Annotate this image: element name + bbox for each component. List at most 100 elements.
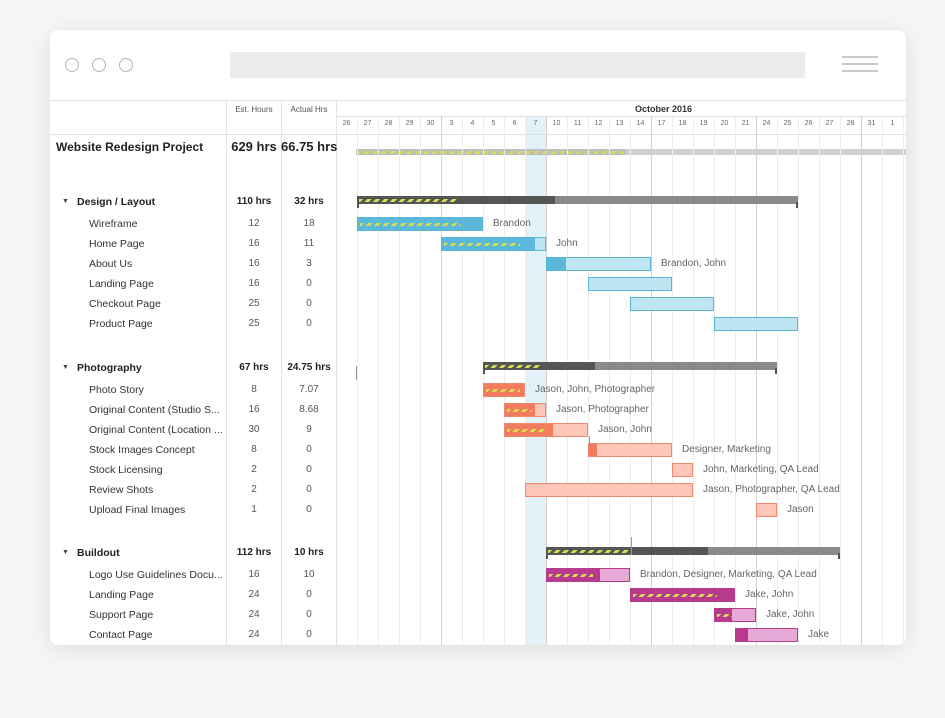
dependency-connector <box>589 436 590 454</box>
task-bar[interactable] <box>714 317 798 331</box>
project-name[interactable]: Website Redesign Project <box>56 140 204 154</box>
task-assignee: Brandon, John <box>661 258 727 269</box>
day-label: 12 <box>594 120 603 127</box>
task-bar[interactable] <box>756 503 777 517</box>
task-actual-hours: 0 <box>306 318 312 329</box>
task-name[interactable]: Original Content (Studio S... <box>89 404 220 416</box>
task-est-hours: 25 <box>248 318 260 329</box>
day-label: 14 <box>636 120 645 127</box>
task-bar[interactable] <box>483 383 525 397</box>
day-label: 21 <box>741 120 750 127</box>
task-actual-hours: 11 <box>303 238 315 249</box>
task-name[interactable]: Upload Final Images <box>89 504 186 516</box>
task-actual-hours: 0 <box>306 464 312 475</box>
collapse-toggle-icon[interactable]: ▼ <box>62 549 69 556</box>
task-bar[interactable] <box>588 277 672 291</box>
task-bar[interactable] <box>630 588 735 602</box>
task-name[interactable]: Photo Story <box>89 384 144 396</box>
task-assignee: Brandon <box>493 218 531 229</box>
day-label: 4 <box>470 120 475 127</box>
task-name[interactable]: Logo Use Guidelines Docu... <box>89 569 223 581</box>
task-name[interactable]: Checkout Page <box>89 298 161 310</box>
task-assignee: John <box>556 238 578 249</box>
task-est-hours: 1 <box>251 504 257 515</box>
task-actual-hours: 0 <box>306 444 312 455</box>
day-label: 18 <box>678 120 687 127</box>
task-est-hours: 2 <box>251 464 257 475</box>
task-actual-hours: 0 <box>306 629 312 640</box>
task-est-hours: 16 <box>248 569 260 580</box>
task-name[interactable]: Review Shots <box>89 484 154 496</box>
day-label: 29 <box>405 120 414 127</box>
group-name[interactable]: Design / Layout <box>77 196 156 208</box>
day-label: 13 <box>615 120 624 127</box>
day-label: 31 <box>867 120 876 127</box>
est-hours-header[interactable]: Est. Hours <box>235 105 273 114</box>
collapse-toggle-icon[interactable]: ▼ <box>62 364 69 371</box>
task-actual-hours: 8.68 <box>299 404 319 415</box>
task-est-hours: 24 <box>248 609 260 620</box>
task-est-hours: 16 <box>248 258 260 269</box>
window-close-dot[interactable] <box>65 58 79 72</box>
window-minimize-dot[interactable] <box>92 58 106 72</box>
day-label: 5 <box>491 120 496 127</box>
task-est-hours: 24 <box>248 589 260 600</box>
task-assignee: Jason, John, Photographer <box>535 384 656 395</box>
task-est-hours: 8 <box>251 384 257 395</box>
task-name[interactable]: Original Content (Location ... <box>89 424 223 436</box>
task-name[interactable]: About Us <box>89 258 133 270</box>
collapse-toggle-icon[interactable]: ▼ <box>62 198 69 205</box>
group-summary-bar[interactable] <box>546 547 840 559</box>
task-name[interactable]: Support Page <box>89 609 154 621</box>
day-label: 17 <box>657 120 666 127</box>
task-bar[interactable] <box>504 423 588 437</box>
task-assignee: Jason, John <box>598 424 652 435</box>
day-label: 28 <box>846 120 855 127</box>
day-label: 25 <box>783 120 792 127</box>
task-assignee: Jason, Photographer <box>556 404 649 415</box>
task-bar[interactable] <box>546 257 651 271</box>
project-summary-bar[interactable] <box>356 149 906 155</box>
task-bar[interactable] <box>735 628 798 642</box>
task-name[interactable]: Stock Licensing <box>89 464 163 476</box>
browser-titlebar <box>50 30 906 101</box>
day-label: 7 <box>533 120 538 127</box>
task-bar[interactable] <box>525 483 693 497</box>
task-name[interactable]: Landing Page <box>89 589 154 601</box>
project-est-hours: 629 hrs <box>231 139 277 154</box>
app-window: Est. Hours Actual Hrs October 2016 Websi… <box>50 30 906 645</box>
task-name[interactable]: Landing Page <box>89 278 154 290</box>
task-name[interactable]: Product Page <box>89 318 153 330</box>
task-actual-hours: 18 <box>303 218 315 229</box>
day-label: 26 <box>342 120 351 127</box>
task-bar[interactable] <box>546 568 630 582</box>
day-label: 10 <box>552 120 561 127</box>
task-bar[interactable] <box>714 608 756 622</box>
task-bar[interactable] <box>588 443 672 457</box>
window-maximize-dot[interactable] <box>119 58 133 72</box>
task-bar[interactable] <box>672 463 693 477</box>
task-actual-hours: 0 <box>306 278 312 289</box>
group-name[interactable]: Photography <box>77 362 142 374</box>
task-bar[interactable] <box>357 217 483 231</box>
actual-hours-header[interactable]: Actual Hrs <box>290 105 328 114</box>
task-est-hours: 30 <box>248 424 260 435</box>
group-summary-bar[interactable] <box>357 196 798 208</box>
task-name[interactable]: Home Page <box>89 238 145 250</box>
task-name[interactable]: Contact Page <box>89 629 153 641</box>
task-bar[interactable] <box>441 237 546 251</box>
group-name[interactable]: Buildout <box>77 547 120 559</box>
task-actual-hours: 10 <box>303 569 315 580</box>
group-summary-bar[interactable] <box>483 362 777 374</box>
menu-icon[interactable] <box>842 56 878 76</box>
task-assignee: John, Marketing, QA Lead <box>703 464 819 475</box>
task-name[interactable]: Stock Images Concept <box>89 444 195 456</box>
group-est-hours: 112 hrs <box>236 547 272 558</box>
task-bar[interactable] <box>630 297 714 311</box>
task-assignee: Jason <box>787 504 814 515</box>
day-label: 27 <box>825 120 834 127</box>
day-label: 6 <box>512 120 517 127</box>
task-bar[interactable] <box>504 403 546 417</box>
task-name[interactable]: Wireframe <box>89 218 138 230</box>
address-bar[interactable] <box>230 52 805 78</box>
